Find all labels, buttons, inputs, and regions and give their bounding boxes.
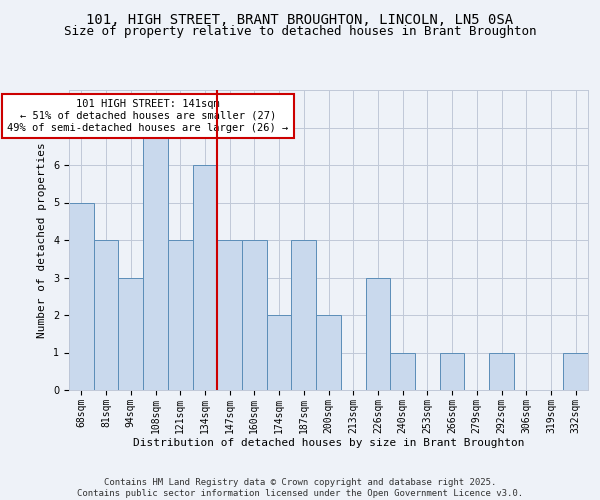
Bar xyxy=(94,240,118,390)
X-axis label: Distribution of detached houses by size in Brant Broughton: Distribution of detached houses by size … xyxy=(133,438,524,448)
Text: Size of property relative to detached houses in Brant Broughton: Size of property relative to detached ho… xyxy=(64,25,536,38)
Bar xyxy=(143,128,168,390)
Text: 101 HIGH STREET: 141sqm
← 51% of detached houses are smaller (27)
49% of semi-de: 101 HIGH STREET: 141sqm ← 51% of detache… xyxy=(7,100,289,132)
Bar xyxy=(69,202,94,390)
Bar xyxy=(292,240,316,390)
Bar xyxy=(267,315,292,390)
Bar xyxy=(242,240,267,390)
Text: 101, HIGH STREET, BRANT BROUGHTON, LINCOLN, LN5 0SA: 101, HIGH STREET, BRANT BROUGHTON, LINCO… xyxy=(86,12,514,26)
Bar xyxy=(440,352,464,390)
Bar xyxy=(118,278,143,390)
Bar xyxy=(168,240,193,390)
Y-axis label: Number of detached properties: Number of detached properties xyxy=(37,142,47,338)
Bar xyxy=(365,278,390,390)
Bar xyxy=(193,165,217,390)
Bar xyxy=(489,352,514,390)
Bar xyxy=(316,315,341,390)
Bar xyxy=(390,352,415,390)
Text: Contains HM Land Registry data © Crown copyright and database right 2025.
Contai: Contains HM Land Registry data © Crown c… xyxy=(77,478,523,498)
Bar xyxy=(217,240,242,390)
Bar xyxy=(563,352,588,390)
